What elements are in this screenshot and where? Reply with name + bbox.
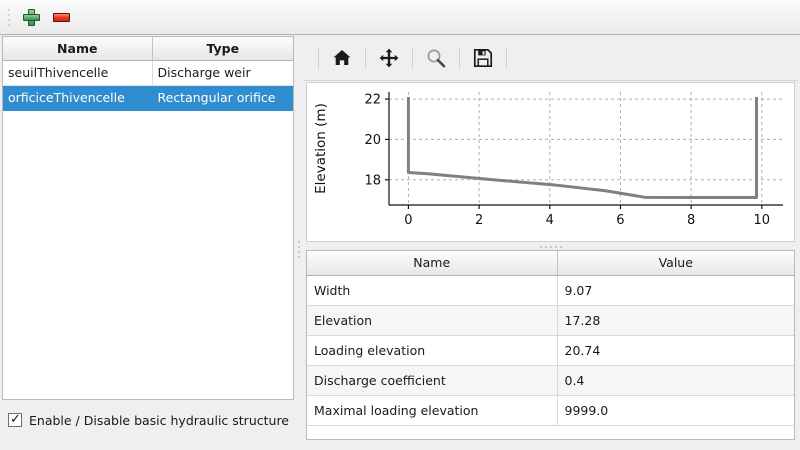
cell-structure-name[interactable]: seuilThivencelle [3, 60, 153, 86]
x-tick-label: 8 [687, 213, 695, 228]
profile-line [406, 97, 758, 200]
main-toolbar [0, 0, 800, 35]
toolbar-separator [365, 47, 366, 69]
cell-property-value[interactable]: 9.07 [557, 275, 794, 306]
vertical-splitter-handle[interactable] [296, 236, 301, 262]
right-panel: 0 2 4 6 8 10 18 20 22 Elevation (m) Name Value Wi… [303, 36, 798, 448]
enable-structure-label: Enable / Disable basic hydraulic structu… [29, 412, 289, 428]
column-header-name[interactable]: Name [307, 251, 558, 276]
properties-header-row: Name Value [307, 251, 794, 276]
table-row[interactable]: orficiceThivencelle Rectangular orifice [3, 85, 293, 111]
toolbar-separator [318, 47, 319, 69]
cell-property-value[interactable]: 9999.0 [557, 395, 794, 426]
cell-structure-type[interactable]: Rectangular orifice [152, 85, 293, 111]
x-tick-label: 2 [475, 213, 483, 228]
cross-section-plot[interactable]: 0 2 4 6 8 10 18 20 22 Elevation (m) [306, 82, 795, 242]
y-tick-label: 20 [364, 133, 381, 148]
table-header-row: Name Type [3, 37, 293, 61]
home-icon [332, 48, 352, 68]
horizontal-splitter-handle[interactable] [534, 244, 568, 249]
y-tick-label: 18 [364, 173, 381, 188]
x-tick-label: 10 [754, 213, 771, 228]
column-header-type[interactable]: Type [152, 37, 293, 61]
checkbox-checked-icon[interactable] [8, 412, 22, 428]
cell-property-name: Loading elevation [307, 335, 558, 366]
plot-canvas[interactable]: 0 2 4 6 8 10 18 20 22 Elevation (m) [307, 83, 794, 241]
drag-handle-icon[interactable] [4, 6, 13, 28]
minus-icon [52, 12, 70, 22]
properties-grid: Name Value Width 9.07 Elevation 17.28 Lo… [307, 251, 794, 426]
cell-property-name: Width [307, 275, 558, 306]
properties-body: Width 9.07 Elevation 17.28 Loading eleva… [307, 275, 794, 426]
toolbar-separator [459, 47, 460, 69]
column-header-value[interactable]: Value [557, 251, 794, 276]
plot-pan-button[interactable] [373, 42, 405, 74]
structure-table: Name Type seuilThivencelle Discharge wei… [3, 37, 293, 111]
toolbar-separator [506, 47, 507, 69]
column-header-name[interactable]: Name [3, 37, 153, 61]
table-row[interactable]: Elevation 17.28 [307, 305, 794, 336]
plus-icon [22, 8, 40, 26]
plot-navigation-toolbar [303, 36, 798, 81]
properties-table[interactable]: Name Value Width 9.07 Elevation 17.28 Lo… [306, 250, 795, 440]
zoom-icon [426, 48, 446, 68]
x-tick-label: 4 [546, 213, 554, 228]
cell-structure-name[interactable]: orficiceThivencelle [3, 85, 153, 111]
table-row[interactable]: Maximal loading elevation 9999.0 [307, 395, 794, 426]
move-icon [379, 48, 399, 68]
table-row[interactable]: Width 9.07 [307, 275, 794, 306]
remove-structure-button[interactable] [46, 2, 76, 32]
cell-property-name: Elevation [307, 305, 558, 336]
plot-save-button[interactable] [467, 42, 499, 74]
x-tick-label: 0 [404, 213, 412, 228]
save-icon [473, 48, 493, 68]
table-row[interactable]: Loading elevation 20.74 [307, 335, 794, 366]
x-tick-label: 6 [616, 213, 624, 228]
structure-list[interactable]: Name Type seuilThivencelle Discharge wei… [2, 36, 294, 400]
cell-structure-type[interactable]: Discharge weir [152, 60, 293, 86]
cell-property-value[interactable]: 20.74 [557, 335, 794, 366]
add-structure-button[interactable] [16, 2, 46, 32]
y-tick-label: 22 [364, 93, 381, 108]
table-row[interactable]: Discharge coefficient 0.4 [307, 365, 794, 396]
plot-home-button[interactable] [326, 42, 358, 74]
y-axis-title: Elevation (m) [313, 103, 329, 194]
left-panel: Name Type seuilThivencelle Discharge wei… [0, 36, 300, 450]
cell-property-value[interactable]: 17.28 [557, 305, 794, 336]
toolbar-separator [412, 47, 413, 69]
cell-property-value[interactable]: 0.4 [557, 365, 794, 396]
cell-property-name: Discharge coefficient [307, 365, 558, 396]
cell-property-name: Maximal loading elevation [307, 395, 558, 426]
plot-zoom-button[interactable] [420, 42, 452, 74]
structure-table-body: seuilThivencelle Discharge weir orficice… [3, 60, 293, 111]
enable-structure-row[interactable]: Enable / Disable basic hydraulic structu… [8, 409, 289, 431]
table-row[interactable]: seuilThivencelle Discharge weir [3, 60, 293, 86]
